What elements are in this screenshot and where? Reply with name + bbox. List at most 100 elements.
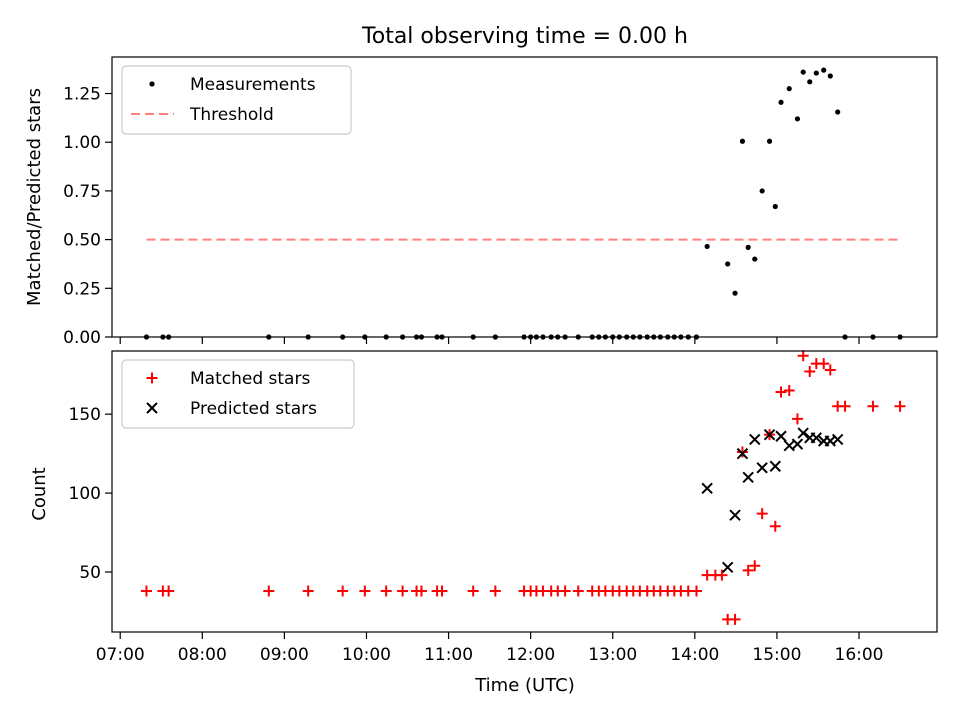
measurement-point: [732, 290, 738, 296]
predicted-star-point: [791, 438, 804, 450]
matched-star-point: [824, 364, 836, 376]
matched-star-point: [775, 386, 787, 398]
predicted-star-point: [729, 509, 741, 521]
matched-star-point: [380, 585, 392, 597]
matched-star-point: [804, 366, 816, 378]
matched-star-point: [729, 613, 741, 625]
chart-title: Total observing time = 0.00 h: [361, 24, 688, 49]
matched-star-point: [716, 569, 728, 581]
measurement-point: [821, 67, 827, 73]
matched-star-point: [818, 358, 830, 370]
predicted-star-point: [831, 433, 844, 446]
y-tick-label: 1.25: [63, 85, 101, 105]
matched-star-point: [302, 585, 314, 597]
predicted-star-point: [763, 428, 776, 441]
x-tick-label: 10:00: [342, 645, 391, 665]
matched-star-point: [263, 585, 275, 597]
legend-label: Matched stars: [190, 369, 310, 389]
matched-star-point: [163, 585, 175, 597]
matched-star-point: [467, 585, 479, 597]
predicted-star-point: [769, 460, 781, 472]
matched-star-point: [894, 400, 906, 412]
matched-star-point: [867, 400, 879, 412]
x-tick-label: 07:00: [96, 645, 145, 665]
measurement-point: [766, 138, 773, 144]
x-axis-label: Time (UTC): [474, 675, 575, 696]
predicted-star-point: [701, 482, 713, 495]
legend-label: Measurements: [190, 75, 316, 95]
matched-star-point: [736, 446, 748, 458]
x-tick-label: 11:00: [424, 645, 473, 665]
matched-star-point: [359, 585, 371, 597]
matched-star-point: [756, 508, 768, 520]
predicted-star-point: [775, 430, 787, 442]
predicted-star-point: [721, 561, 734, 573]
y-tick-label: 1.00: [63, 133, 101, 153]
x-tick-label: 16:00: [835, 645, 884, 665]
measurement-point: [725, 261, 731, 267]
matched-star-point: [140, 585, 152, 597]
predicted-star-point: [736, 447, 749, 460]
x-tick-label: 13:00: [588, 645, 637, 665]
series-predicted-stars: [701, 427, 844, 573]
matched-star-point: [791, 413, 803, 425]
measurement-point: [786, 86, 792, 92]
predicted-star-point: [810, 432, 823, 444]
legend-measurement-swatch: [149, 81, 155, 87]
y-tick-label: 150: [69, 405, 101, 425]
measurement-point: [745, 244, 751, 250]
measurement-point: [800, 69, 806, 75]
count-plot-area: 50 100 150 07:00 08:00 09:00 10:00 11:00 12:00 13…: [69, 350, 938, 665]
legend-predicted-swatch: [146, 402, 158, 414]
ratio-plot-area: 0.00 0.25 0.50 0.75 1.00 1.25 Measurements Thre…: [63, 56, 938, 348]
y-tick-label: 0.25: [63, 279, 101, 299]
y-tick-label: 0.00: [63, 328, 101, 348]
measurement-point: [813, 70, 819, 76]
x-tick-label: 14:00: [670, 645, 719, 665]
predicted-star-point: [797, 427, 809, 439]
predicted-star-point: [742, 471, 754, 483]
measurement-point: [807, 79, 813, 85]
legend-label: Predicted stars: [190, 399, 317, 419]
y-tick-label: 0.50: [63, 231, 101, 251]
plot-frame: [111, 56, 938, 338]
x-tick-label: 15:00: [752, 645, 801, 665]
matched-star-point: [572, 585, 584, 597]
y-tick-label: 100: [69, 484, 101, 504]
measurement-point: [794, 116, 801, 122]
count-y-axis-label: Count: [29, 467, 50, 520]
legend-box: [121, 359, 355, 429]
measurement-point: [772, 203, 778, 210]
measurement-point: [835, 109, 841, 115]
legend-matched-swatch: [146, 372, 158, 384]
predicted-star-point: [749, 433, 761, 446]
measurement-point: [827, 73, 833, 79]
y-tick-label: 0.75: [63, 182, 101, 202]
matched-star-point: [397, 585, 409, 597]
matched-star-point: [489, 585, 501, 597]
matched-star-point: [797, 350, 809, 362]
matched-star-point: [559, 585, 571, 597]
x-tick-label: 09:00: [260, 645, 309, 665]
ratio-y-axis-label: Matched/Predicted stars: [24, 88, 45, 306]
measurement-point: [704, 243, 710, 250]
legend: Matched stars Predicted stars: [121, 359, 355, 429]
matched-star-point: [769, 520, 781, 532]
series-matched-stars: [140, 350, 906, 625]
y-tick-label: 50: [79, 563, 101, 583]
x-tick-label: 12:00: [506, 645, 555, 665]
measurement-point: [759, 188, 765, 194]
matched-star-point: [337, 585, 349, 597]
matched-star-point: [415, 585, 427, 597]
matched-star-point: [749, 560, 761, 572]
matched-star-point: [839, 400, 851, 412]
matched-star-point: [783, 384, 795, 396]
measurement-point: [752, 256, 758, 262]
legend-box: [121, 65, 352, 135]
legend-label: Threshold: [189, 105, 274, 125]
matched-star-point: [690, 585, 702, 597]
x-tick-label: 08:00: [178, 645, 227, 665]
legend: Measurements Threshold: [121, 65, 352, 135]
measurement-point: [739, 138, 746, 144]
